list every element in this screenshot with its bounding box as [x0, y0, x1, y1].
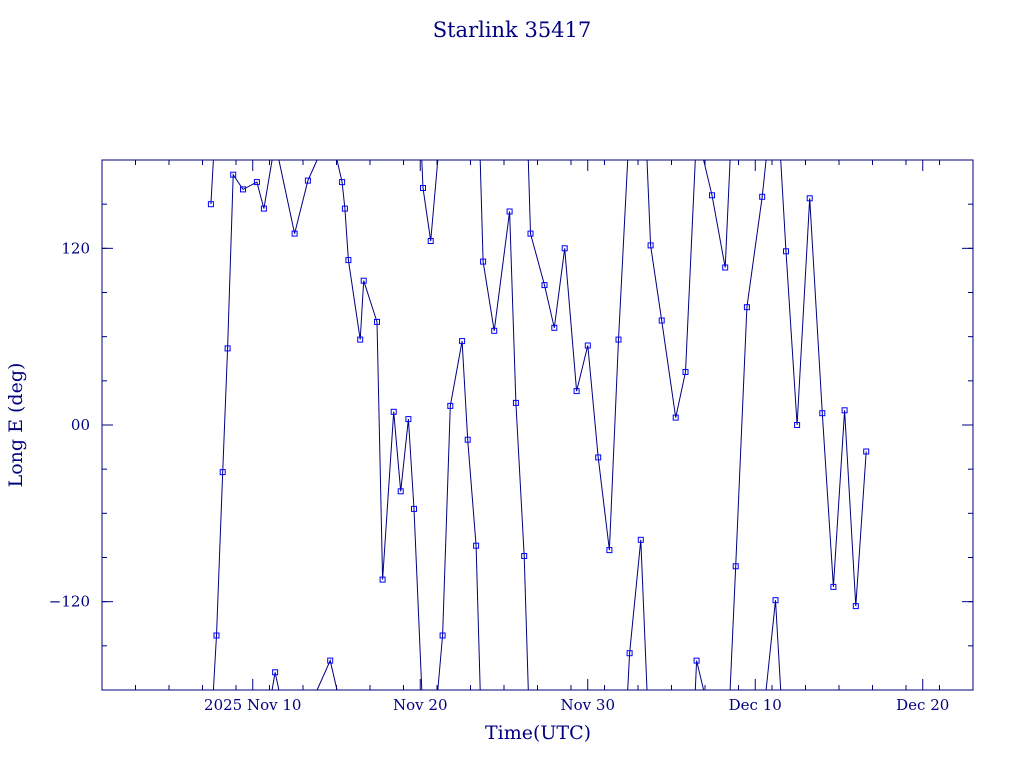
data-point — [806, 195, 813, 202]
data-point — [464, 436, 471, 443]
data-point — [772, 597, 779, 604]
data-point — [447, 402, 454, 409]
y-tick-label: −120 — [49, 593, 90, 611]
series-group — [207, 159, 870, 691]
data-point — [615, 336, 622, 343]
data-point — [506, 208, 513, 215]
data-point — [219, 469, 226, 476]
data-point — [830, 583, 837, 590]
data-point — [783, 248, 789, 255]
data-point — [709, 192, 715, 199]
data-point — [819, 410, 826, 417]
data-point — [397, 488, 404, 495]
data-point — [473, 542, 480, 549]
data-point — [561, 245, 568, 252]
data-point — [345, 257, 352, 264]
data-point — [743, 304, 750, 311]
x-tick-label: Dec 20 — [896, 696, 949, 714]
data-point — [491, 327, 498, 334]
data-point — [253, 179, 260, 186]
x-axis-label: Time(UTC) — [485, 722, 591, 744]
data-point — [420, 185, 426, 191]
data-point — [341, 205, 348, 212]
data-point — [682, 369, 689, 375]
data-point — [439, 632, 446, 639]
data-point — [304, 177, 311, 184]
y-tick-label: 120 — [61, 239, 90, 257]
data-point — [459, 338, 466, 345]
x-tick-label: Nov 30 — [561, 696, 616, 714]
data-point — [672, 414, 679, 421]
x-tick-label: Nov 20 — [393, 696, 448, 714]
data-point — [390, 408, 397, 415]
data-point — [405, 416, 412, 423]
y-tick-label: 00 — [71, 416, 90, 434]
data-point — [521, 553, 528, 559]
data-point — [794, 422, 801, 428]
plot-frame — [101, 159, 974, 691]
data-point — [272, 669, 279, 676]
data-point — [658, 317, 665, 324]
data-point — [291, 230, 298, 237]
data-point — [573, 388, 580, 395]
data-point — [863, 448, 870, 455]
axis-ticks — [102, 160, 973, 690]
data-point — [584, 342, 591, 349]
data-point — [732, 563, 739, 570]
data-point — [260, 205, 267, 212]
data-point — [541, 282, 548, 289]
data-point — [230, 171, 237, 178]
data-point — [207, 201, 214, 208]
data-point — [374, 318, 380, 325]
data-point — [637, 536, 644, 543]
data-point — [527, 230, 534, 237]
data-point — [240, 186, 246, 193]
data-point — [360, 277, 367, 284]
series-line — [210, 159, 867, 691]
y-axis-label: Long E (deg) — [5, 363, 27, 488]
data-point — [224, 345, 231, 352]
data-point — [693, 657, 700, 664]
data-point — [327, 657, 334, 664]
data-point — [339, 179, 346, 186]
data-point — [427, 238, 434, 244]
data-point — [841, 407, 848, 414]
data-point — [480, 258, 487, 265]
x-tick-label: 2025 Nov 10 — [204, 696, 301, 714]
data-point — [512, 399, 519, 406]
data-point — [595, 454, 602, 461]
tick-labels: 2025 Nov 10 Nov 20 Nov 30 Dec 10 Dec 20 −120 0… — [49, 239, 950, 714]
x-tick-label: Dec 10 — [729, 696, 782, 714]
chart-title: Starlink 35417 — [433, 18, 592, 42]
data-point — [213, 632, 220, 639]
data-point — [722, 264, 729, 271]
data-point — [606, 547, 613, 554]
data-point — [852, 603, 859, 610]
data-point — [379, 576, 386, 583]
data-point — [357, 336, 364, 343]
data-point — [411, 505, 417, 512]
data-point — [647, 242, 654, 249]
data-point — [626, 650, 633, 657]
data-point — [551, 324, 558, 331]
data-point — [759, 193, 766, 200]
